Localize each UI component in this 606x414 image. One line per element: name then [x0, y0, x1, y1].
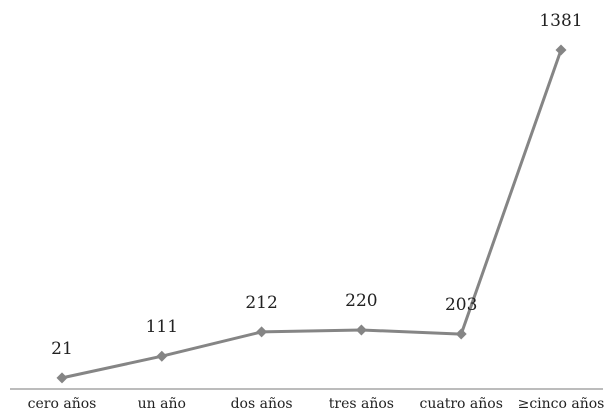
x-tick-label: un año [138, 396, 186, 412]
data-label: 21 [51, 339, 73, 359]
data-label: 203 [445, 295, 477, 315]
x-tick-label: tres años [329, 396, 394, 412]
data-point-marker [56, 372, 68, 384]
data-label: 111 [146, 317, 178, 337]
series-line [61, 49, 563, 380]
data-point-marker [355, 324, 367, 336]
data-labels-group: 21 111 212 220 203 1381 [51, 11, 582, 359]
data-label: 220 [345, 291, 377, 311]
x-axis-ticks-group: cero años un año dos años tres años cuatro a… [28, 396, 605, 412]
x-tick-label: dos años [231, 396, 293, 412]
data-point-marker [256, 326, 268, 338]
x-tick-label: ≥cinco años [518, 396, 605, 412]
x-tick-label: cero años [28, 396, 97, 412]
data-label: 212 [245, 293, 277, 313]
x-tick-label: cuatro años [420, 396, 503, 412]
data-point-marker [555, 44, 567, 56]
series-group [56, 44, 567, 384]
data-point-marker [156, 350, 168, 362]
data-point-marker [455, 328, 467, 340]
data-label: 1381 [539, 11, 582, 31]
